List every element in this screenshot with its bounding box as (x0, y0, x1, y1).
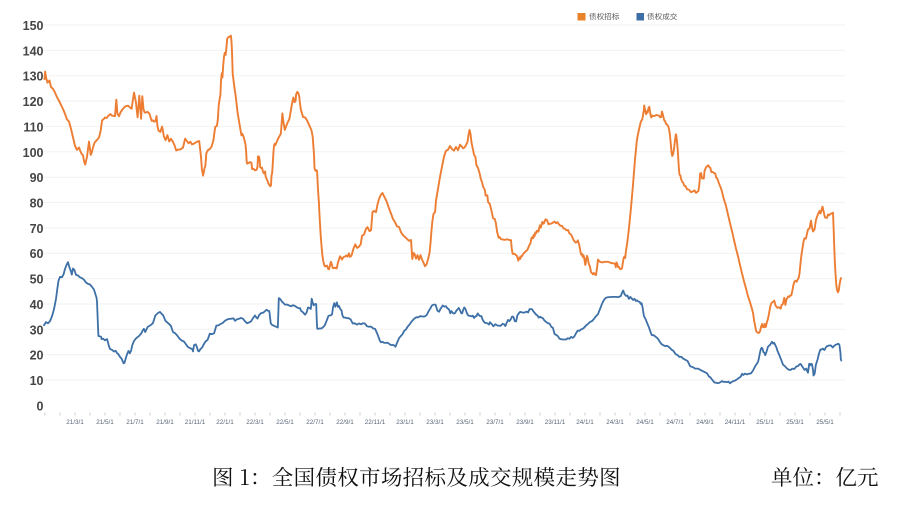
svg-text:22/1/1: 22/1/1 (216, 419, 234, 426)
svg-text:24/5/1: 24/5/1 (636, 419, 654, 426)
svg-text:30: 30 (30, 323, 44, 337)
svg-text:22/9/1: 22/9/1 (336, 419, 354, 426)
svg-text:10: 10 (30, 374, 44, 388)
svg-text:24/9/1: 24/9/1 (696, 419, 714, 426)
svg-text:50: 50 (30, 273, 44, 287)
svg-text:23/11/1: 23/11/1 (545, 419, 566, 426)
svg-text:21/3/1: 21/3/1 (66, 419, 84, 426)
svg-text:80: 80 (30, 197, 44, 211)
svg-text:24/1/1: 24/1/1 (576, 419, 594, 426)
svg-text:130: 130 (23, 70, 44, 84)
svg-text:21/11/1: 21/11/1 (185, 419, 206, 426)
svg-text:25/3/1: 25/3/1 (786, 419, 804, 426)
svg-text:0: 0 (37, 399, 44, 413)
svg-text:25/1/1: 25/1/1 (756, 419, 774, 426)
svg-text:21/5/1: 21/5/1 (96, 419, 114, 426)
svg-text:24/11/1: 24/11/1 (725, 419, 746, 426)
svg-text:23/9/1: 23/9/1 (516, 419, 534, 426)
svg-text:23/1/1: 23/1/1 (396, 419, 414, 426)
svg-text:150: 150 (23, 19, 44, 33)
svg-text:100: 100 (23, 146, 44, 160)
svg-text:120: 120 (23, 95, 44, 109)
svg-text:21/7/1: 21/7/1 (126, 419, 144, 426)
svg-text:23/7/1: 23/7/1 (486, 419, 504, 426)
svg-text:25/5/1: 25/5/1 (816, 419, 834, 426)
svg-text:21/9/1: 21/9/1 (156, 419, 174, 426)
svg-text:24/7/1: 24/7/1 (666, 419, 684, 426)
svg-text:140: 140 (23, 44, 44, 58)
svg-text:22/7/1: 22/7/1 (306, 419, 324, 426)
svg-text:70: 70 (30, 222, 44, 236)
svg-text:22/11/1: 22/11/1 (365, 419, 386, 426)
svg-text:60: 60 (30, 247, 44, 261)
svg-text:22/5/1: 22/5/1 (276, 419, 294, 426)
svg-text:90: 90 (30, 171, 44, 185)
svg-text:23/5/1: 23/5/1 (456, 419, 474, 426)
svg-text:20: 20 (30, 349, 44, 363)
svg-text:40: 40 (30, 298, 44, 312)
svg-text:22/3/1: 22/3/1 (246, 419, 264, 426)
svg-text:110: 110 (23, 120, 43, 134)
svg-text:24/3/1: 24/3/1 (606, 419, 624, 426)
svg-text:23/3/1: 23/3/1 (426, 419, 444, 426)
